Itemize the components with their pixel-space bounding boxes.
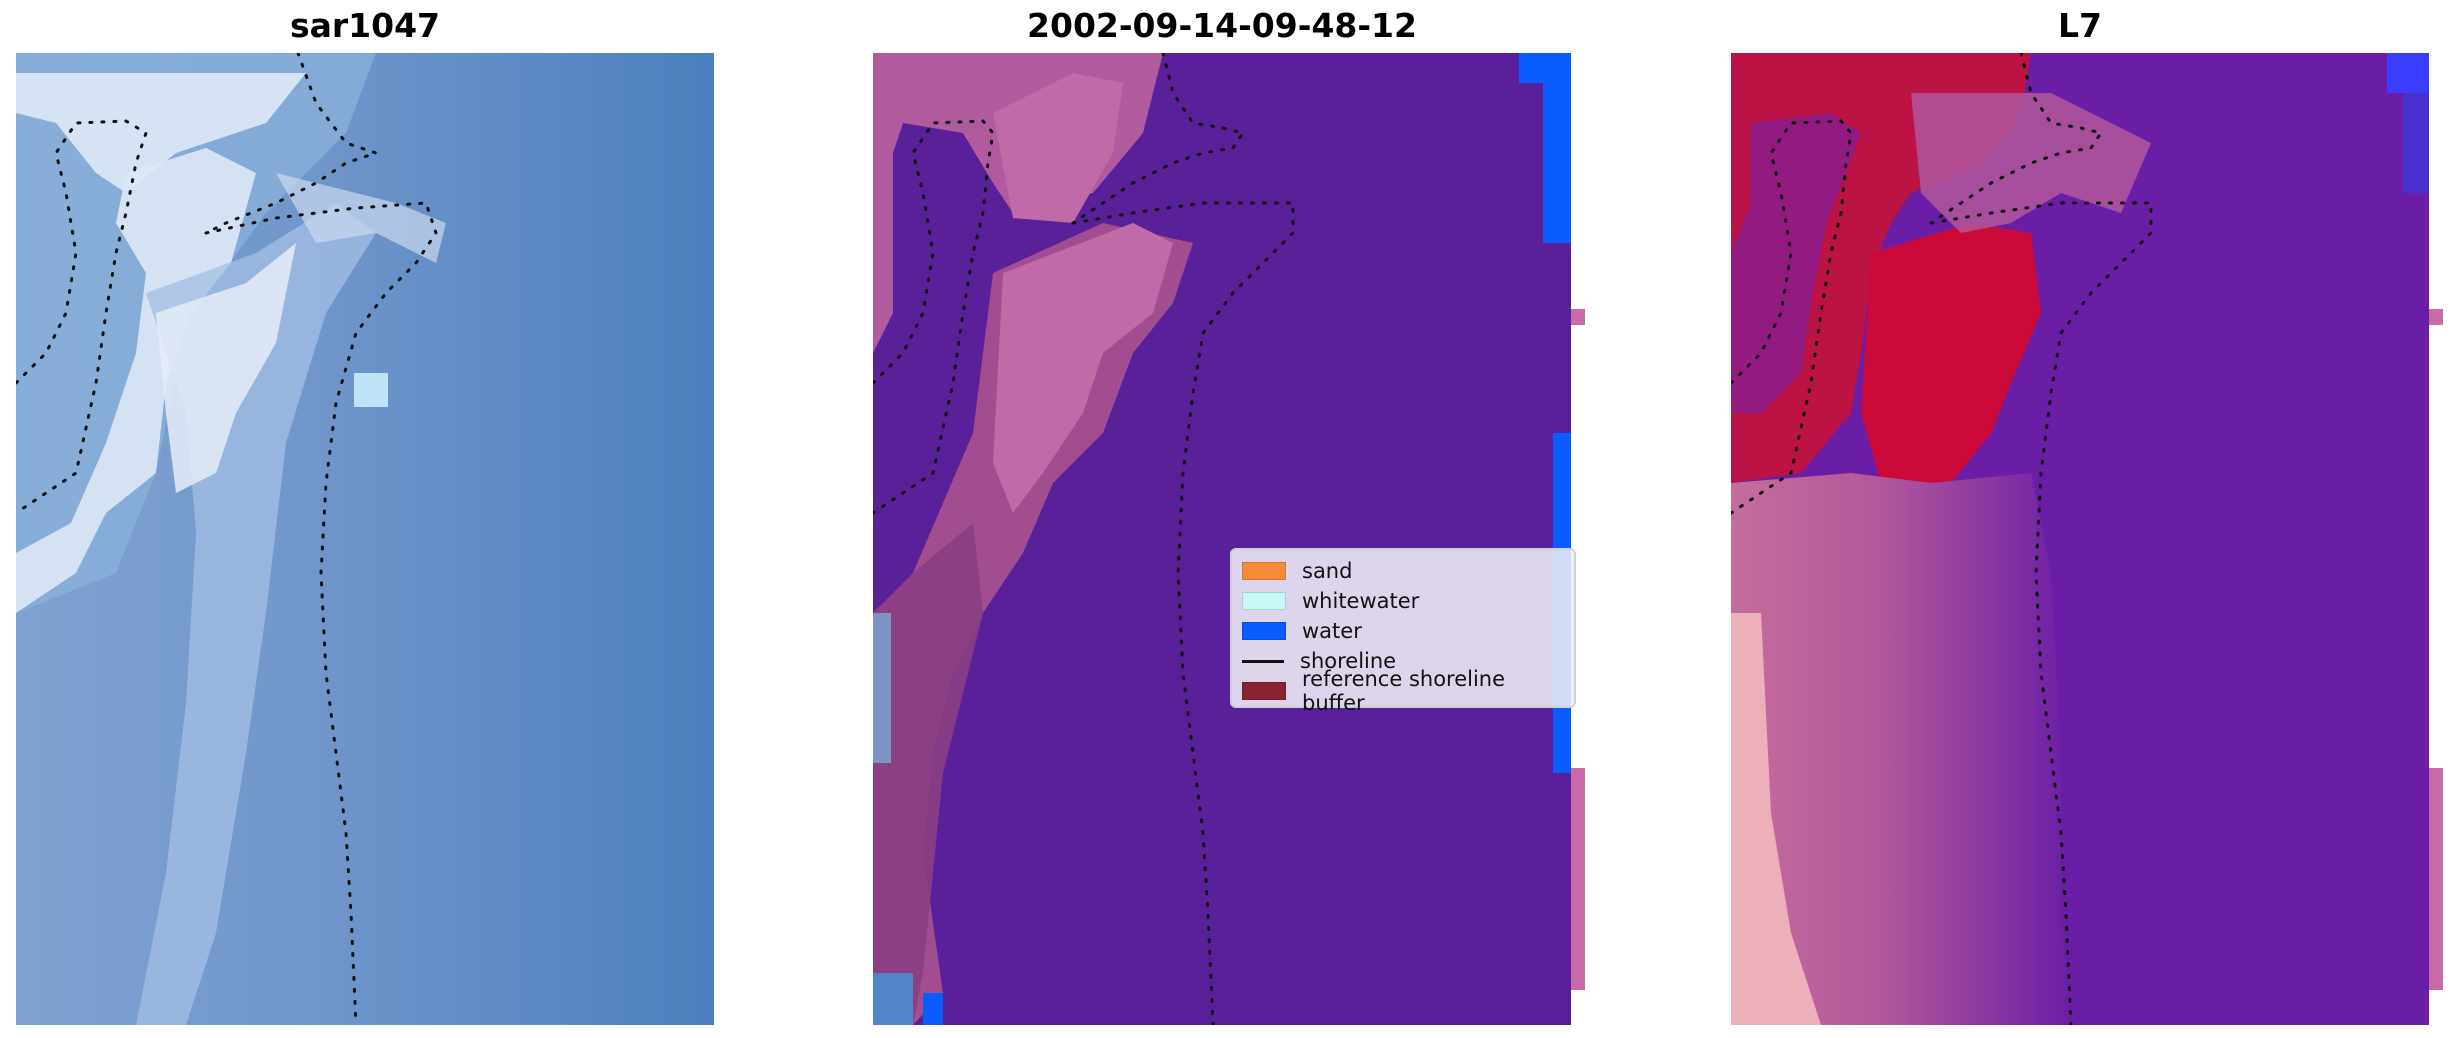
panel-title-classified: 2002-09-14-09-48-12 — [1027, 6, 1417, 45]
edge-strip-classified-top — [1571, 309, 1585, 325]
legend-item-reference-shoreline-buffer: reference shoreline buffer — [1242, 667, 1564, 715]
panel-title-rgb: sar1047 — [289, 6, 441, 45]
legend-label-whitewater: whitewater — [1302, 589, 1420, 613]
edge-strip-index-top — [2429, 309, 2443, 325]
legend-item-sand: sand — [1242, 556, 1564, 586]
legend-item-whitewater: whitewater — [1242, 586, 1564, 616]
water-swatch — [1242, 622, 1286, 640]
image-panel-rgb — [16, 53, 714, 1025]
image-panel-classified — [873, 53, 1571, 1025]
legend-item-water: water — [1242, 616, 1564, 646]
image-panel-index — [1731, 53, 2429, 1025]
rgb-image — [16, 53, 714, 1025]
legend-label-reference-shoreline-buffer: reference shoreline buffer — [1302, 667, 1506, 715]
whitewater-swatch — [1242, 592, 1286, 610]
edge-strip-classified-bottom — [1571, 768, 1585, 990]
panel-title-index: L7 — [2058, 6, 2102, 45]
legend-item-shoreline: shoreline — [1242, 646, 1564, 676]
classified-image — [873, 53, 1571, 1025]
reference-buffer-swatch — [1242, 682, 1286, 700]
sand-swatch — [1242, 562, 1286, 580]
legend: sand whitewater water shoreline referenc… — [1230, 548, 1576, 715]
shoreline-swatch — [1242, 659, 1284, 663]
legend-label-sand: sand — [1302, 559, 1353, 583]
edge-strip-index-bottom — [2429, 768, 2443, 990]
index-image — [1731, 53, 2429, 1025]
legend-label-water: water — [1302, 619, 1362, 643]
legend-label-shoreline: shoreline — [1300, 649, 1397, 673]
